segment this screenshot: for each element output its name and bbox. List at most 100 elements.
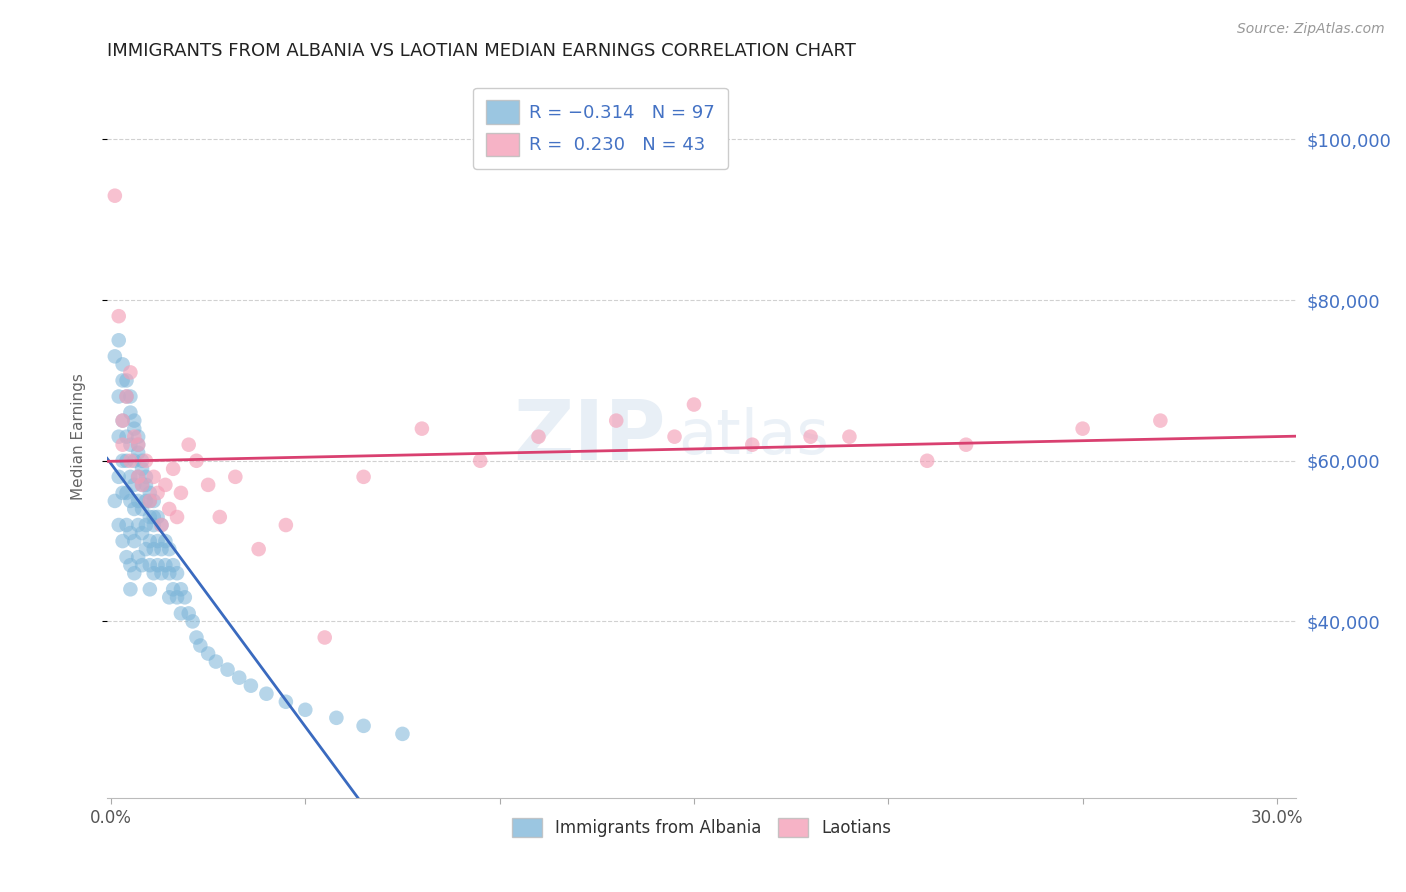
Point	[142, 518, 165, 533]
Point	[111, 454, 134, 468]
Point	[124, 454, 146, 468]
Point	[124, 430, 146, 444]
Point	[166, 591, 188, 605]
Point	[120, 582, 142, 597]
Point	[120, 390, 142, 404]
Point	[274, 695, 297, 709]
Point	[111, 374, 134, 388]
Point	[325, 711, 347, 725]
Point	[157, 566, 180, 581]
Point	[188, 639, 211, 653]
Point	[107, 430, 129, 444]
Point	[115, 550, 138, 565]
Point	[127, 550, 149, 565]
Point	[166, 566, 188, 581]
Point	[155, 478, 177, 492]
Text: ZIP: ZIP	[513, 396, 666, 477]
Point	[527, 430, 550, 444]
Y-axis label: Median Earnings: Median Earnings	[72, 373, 86, 500]
Point	[1071, 422, 1094, 436]
Point	[150, 566, 173, 581]
Point	[197, 478, 219, 492]
Point	[115, 430, 138, 444]
Point	[135, 518, 157, 533]
Point	[274, 518, 297, 533]
Point	[127, 438, 149, 452]
Text: Source: ZipAtlas.com: Source: ZipAtlas.com	[1237, 22, 1385, 37]
Text: IMMIGRANTS FROM ALBANIA VS LAOTIAN MEDIAN EARNINGS CORRELATION CHART: IMMIGRANTS FROM ALBANIA VS LAOTIAN MEDIA…	[107, 42, 856, 60]
Point	[131, 526, 153, 541]
Point	[155, 558, 177, 573]
Point	[120, 558, 142, 573]
Point	[139, 494, 162, 508]
Point	[470, 454, 492, 468]
Point	[162, 462, 184, 476]
Point	[104, 494, 127, 508]
Point	[111, 486, 134, 500]
Point	[146, 510, 169, 524]
Point	[150, 542, 173, 557]
Point	[135, 494, 157, 508]
Point	[124, 534, 146, 549]
Point	[162, 558, 184, 573]
Point	[111, 414, 134, 428]
Point	[197, 647, 219, 661]
Point	[741, 438, 763, 452]
Point	[124, 414, 146, 428]
Point	[139, 534, 162, 549]
Point	[170, 486, 193, 500]
Point	[135, 542, 157, 557]
Point	[162, 582, 184, 597]
Point	[139, 582, 162, 597]
Point	[127, 494, 149, 508]
Point	[170, 582, 193, 597]
Point	[135, 454, 157, 468]
Legend: Immigrants from Albania, Laotians: Immigrants from Albania, Laotians	[505, 812, 898, 844]
Point	[115, 374, 138, 388]
Point	[142, 510, 165, 524]
Point	[107, 309, 129, 323]
Point	[111, 534, 134, 549]
Point	[120, 494, 142, 508]
Point	[115, 390, 138, 404]
Point	[605, 414, 627, 428]
Point	[120, 366, 142, 380]
Point	[664, 430, 686, 444]
Point	[120, 438, 142, 452]
Point	[104, 188, 127, 202]
Point	[131, 502, 153, 516]
Point	[120, 470, 142, 484]
Point	[186, 454, 208, 468]
Point	[294, 703, 316, 717]
Point	[150, 518, 173, 533]
Point	[120, 454, 142, 468]
Point	[131, 462, 153, 476]
Point	[155, 534, 177, 549]
Point	[115, 390, 138, 404]
Point	[353, 470, 375, 484]
Point	[955, 438, 977, 452]
Point	[115, 454, 138, 468]
Point	[166, 510, 188, 524]
Point	[127, 470, 149, 484]
Point	[115, 518, 138, 533]
Point	[124, 502, 146, 516]
Point	[177, 438, 200, 452]
Point	[131, 478, 153, 492]
Point	[239, 679, 262, 693]
Point	[107, 470, 129, 484]
Point	[124, 422, 146, 436]
Point	[146, 486, 169, 500]
Point	[120, 526, 142, 541]
Point	[139, 558, 162, 573]
Point	[142, 494, 165, 508]
Point	[170, 607, 193, 621]
Point	[157, 591, 180, 605]
Point	[150, 518, 173, 533]
Point	[131, 478, 153, 492]
Point	[124, 566, 146, 581]
Point	[146, 534, 169, 549]
Point	[131, 558, 153, 573]
Point	[838, 430, 860, 444]
Point	[135, 478, 157, 492]
